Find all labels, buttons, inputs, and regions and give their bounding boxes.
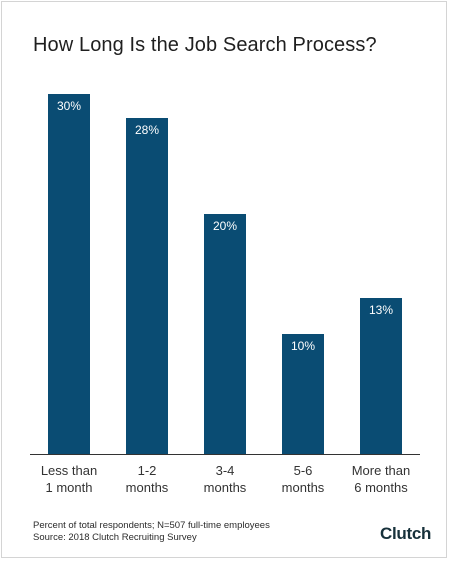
tick-label-1-line-1: Less than bbox=[41, 463, 97, 478]
bars-group: 30% 28% 20% 10% 13% bbox=[48, 94, 402, 454]
bar-2 bbox=[126, 118, 168, 454]
tick-label-3-line-1: 3-4 bbox=[216, 463, 235, 478]
footnote-line-1: Percent of total respondents; N=507 full… bbox=[33, 520, 270, 531]
tick-label-3-line-2: months bbox=[204, 480, 247, 495]
data-label-1: 30% bbox=[57, 99, 81, 113]
data-label-3: 20% bbox=[213, 219, 237, 233]
footnote: Percent of total respondents; N=507 full… bbox=[33, 520, 270, 544]
bar-1 bbox=[48, 94, 90, 454]
bar-5 bbox=[360, 298, 402, 454]
tick-label-5-line-1: More than bbox=[352, 463, 411, 478]
tick-label-4-line-2: months bbox=[282, 480, 325, 495]
tick-labels-group: Less than 1 month 1-2 months 3-4 months 5-6 mon… bbox=[41, 463, 410, 495]
data-label-4: 10% bbox=[291, 339, 315, 353]
tick-label-1-line-2: 1 month bbox=[46, 480, 93, 495]
clutch-logo: Clutch bbox=[380, 524, 431, 544]
logo-text: Clutch bbox=[380, 524, 432, 543]
data-label-2: 28% bbox=[135, 123, 159, 137]
tick-label-4-line-1: 5-6 bbox=[294, 463, 313, 478]
chart-title: How Long Is the Job Search Process? bbox=[33, 34, 377, 56]
bar-4 bbox=[282, 334, 324, 454]
tick-label-5-line-2: 6 months bbox=[354, 480, 408, 495]
footnote-line-2: Source: 2018 Clutch Recruiting Survey bbox=[33, 532, 197, 543]
data-label-5: 13% bbox=[369, 303, 393, 317]
tick-label-2-line-1: 1-2 bbox=[138, 463, 157, 478]
bar-3 bbox=[204, 214, 246, 454]
tick-label-2-line-2: months bbox=[126, 480, 169, 495]
